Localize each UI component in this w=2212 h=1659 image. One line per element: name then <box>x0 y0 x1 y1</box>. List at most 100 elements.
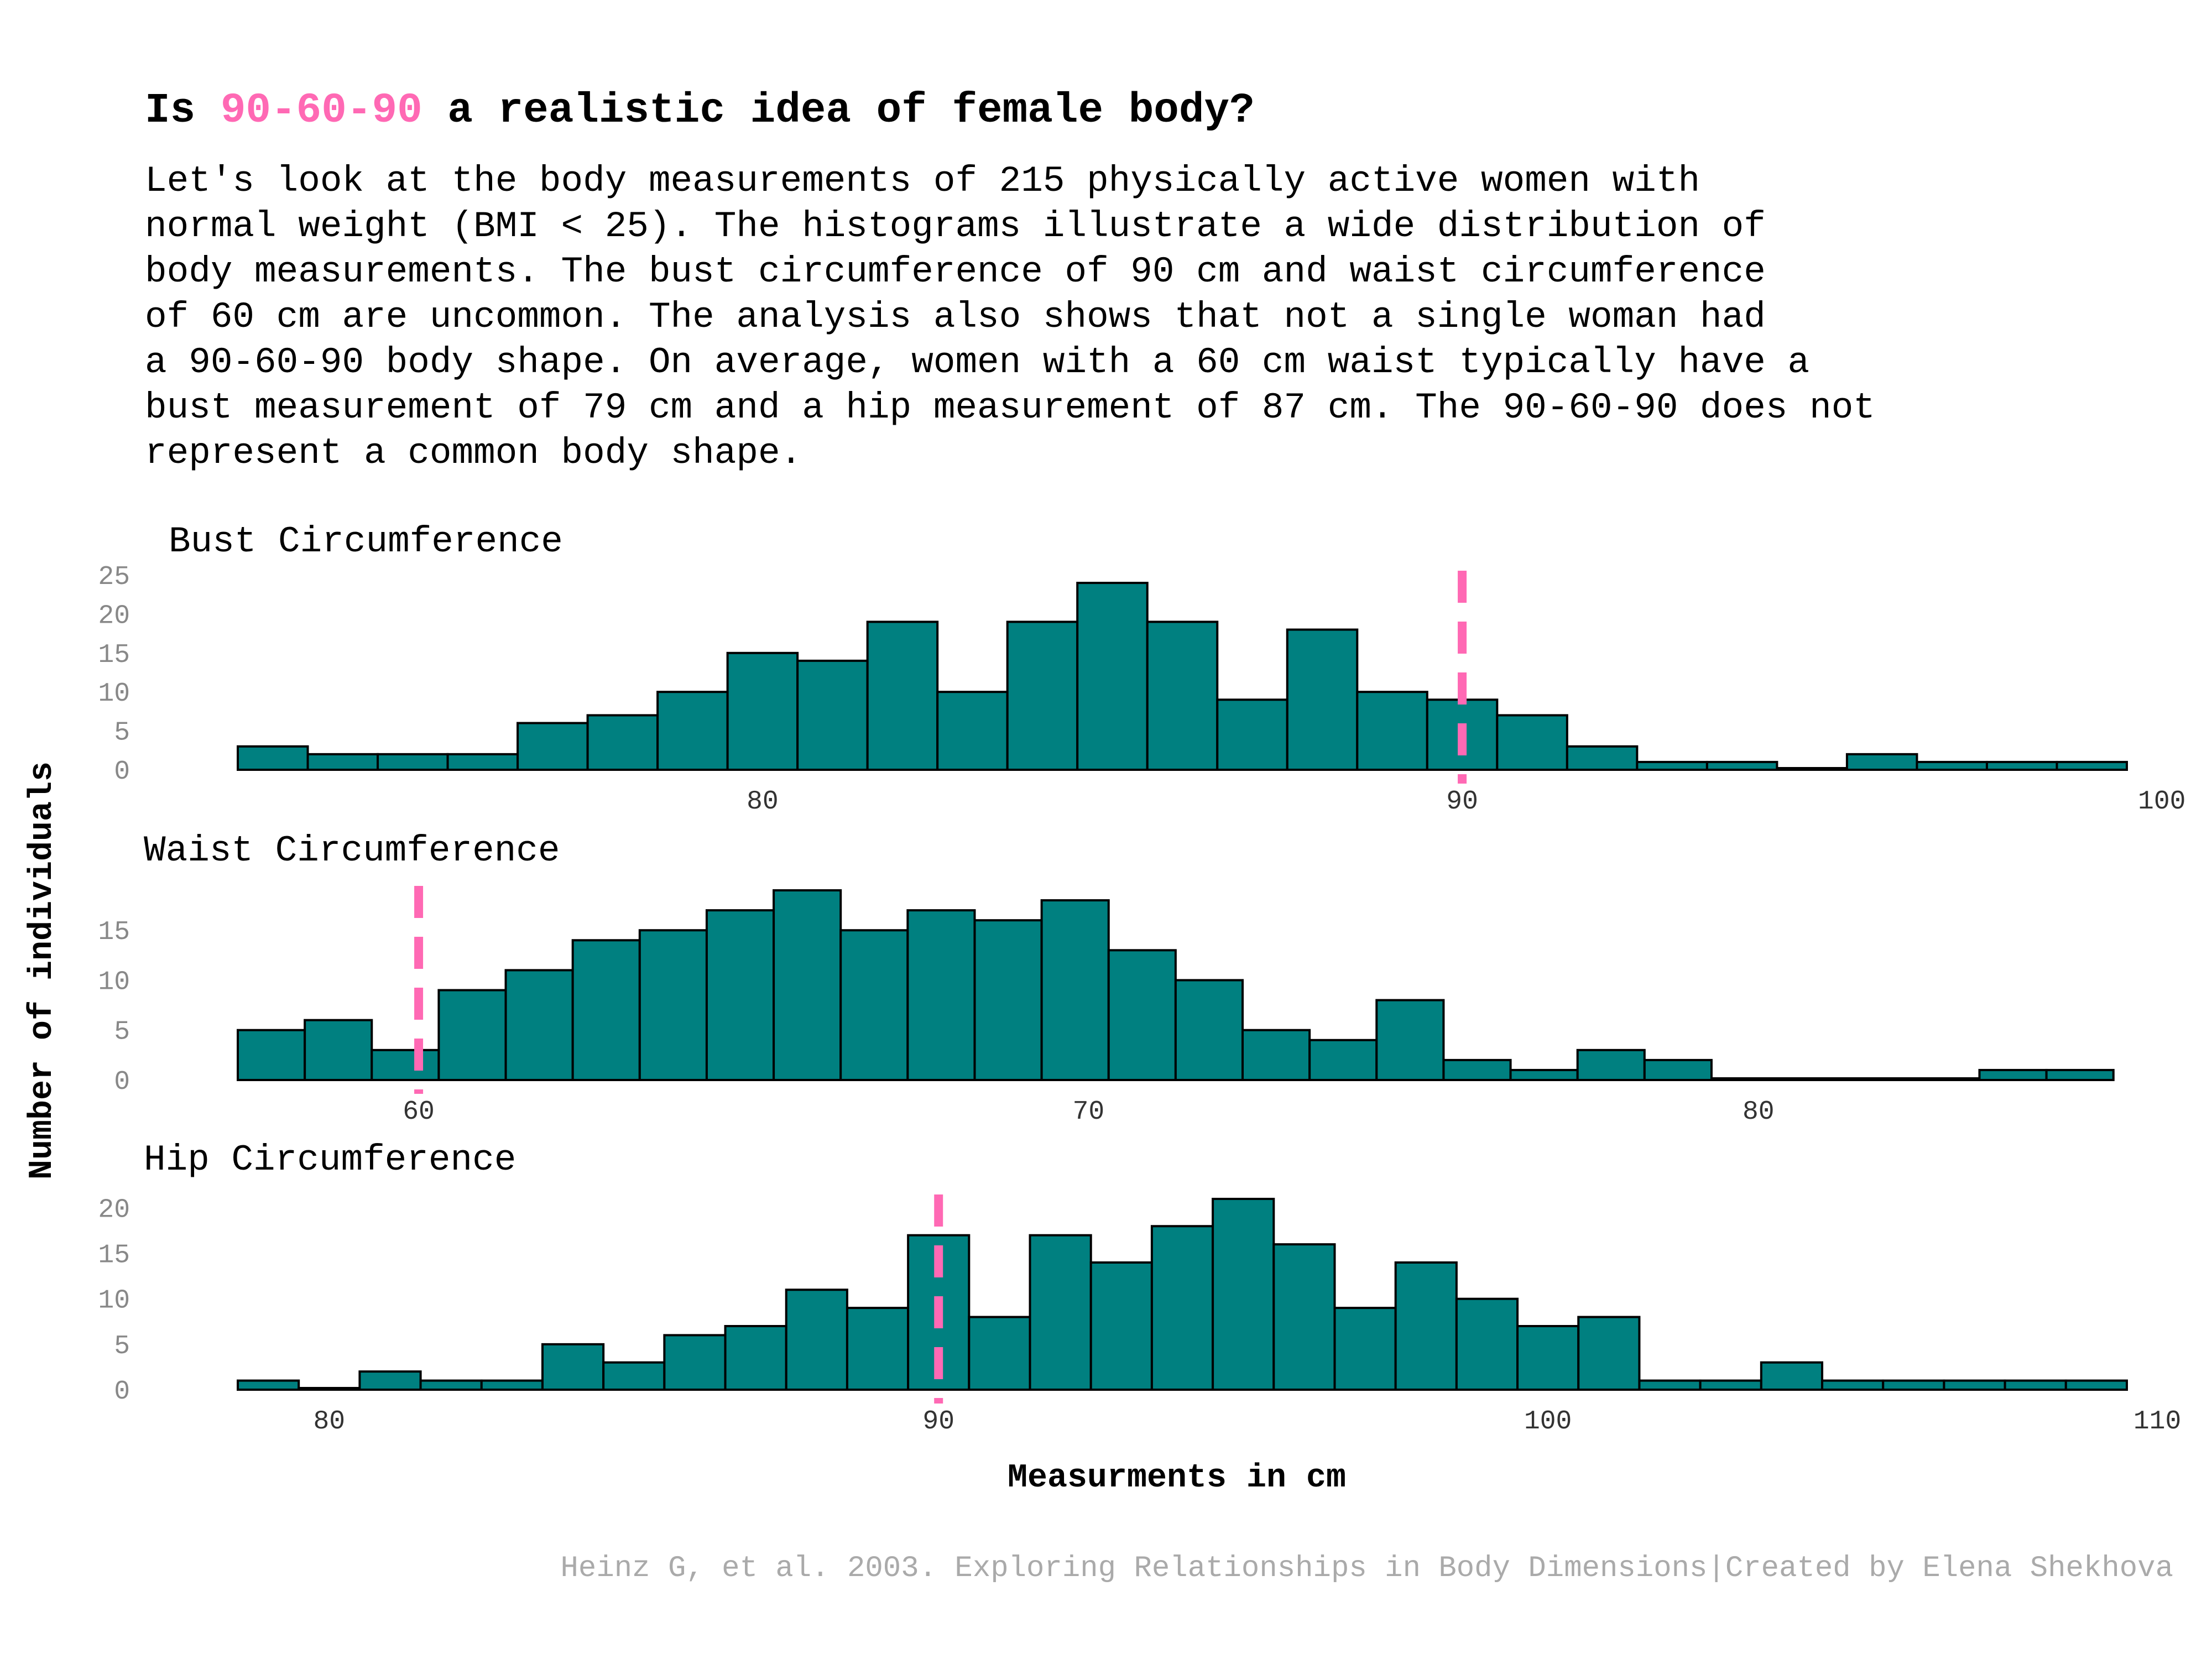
waist-histogram-bar <box>237 1029 306 1081</box>
bust-histogram-bar <box>377 753 449 771</box>
hip-histogram-bar <box>1760 1361 1824 1391</box>
bust-histogram-bar <box>1985 760 2058 771</box>
hip-x-tick-label: 80 <box>313 1407 345 1437</box>
bust-histogram-bar <box>1076 582 1149 771</box>
hip-histogram-bar <box>1455 1297 1519 1391</box>
waist-histogram-panel: Waist Circumference 0 5 10 15 60 70 80 <box>98 830 2115 1127</box>
waist-histogram-bar <box>705 909 775 1081</box>
source-caption: Heinz G, et al. 2003. Exploring Relation… <box>561 1552 2173 1585</box>
bust-panel-title: Bust Circumference <box>169 521 563 562</box>
bust-y-tick-label: 0 <box>114 757 130 787</box>
bust-histogram-bar <box>656 691 729 771</box>
waist-y-tick-label: 10 <box>98 967 130 997</box>
hip-histogram-bar <box>1821 1379 1885 1391</box>
hip-histogram-bar <box>298 1387 361 1391</box>
waist-histogram-bar <box>1978 1068 2048 1082</box>
waist-panel-title: Waist Circumference <box>144 830 560 872</box>
hip-histogram-bar <box>237 1379 300 1391</box>
bust-histogram-bar <box>726 651 799 771</box>
bust-histogram-bar <box>1566 745 1639 771</box>
waist-histogram-bar <box>504 969 574 1081</box>
waist-histogram-bar <box>839 929 909 1082</box>
waist-x-tick-label: 70 <box>1073 1097 1105 1127</box>
waist-y-tick-label: 5 <box>114 1018 130 1047</box>
hip-histogram-bar <box>1089 1261 1153 1391</box>
hip-y-tick-label: 20 <box>98 1195 130 1225</box>
waist-histogram-bar <box>1710 1077 1780 1081</box>
bust-histogram-bar <box>1916 760 1988 771</box>
waist-histogram-bar <box>1509 1068 1579 1082</box>
x-axis-label: Measurments in cm <box>1008 1459 1346 1497</box>
waist-y-tick-label: 15 <box>98 917 130 947</box>
bust-y-tick-label: 20 <box>98 601 130 631</box>
bust-histogram-bar <box>1356 691 1428 771</box>
chart-title: Is 90-60-90 a realistic idea of female b… <box>145 87 1255 134</box>
hip-histogram-bar <box>663 1334 727 1391</box>
bust-histogram-bar <box>1216 698 1288 771</box>
bust-histogram-bar <box>586 714 659 771</box>
y-axis-label: Number of individuals <box>24 761 61 1180</box>
hip-histogram-bar <box>785 1288 848 1391</box>
hip-histogram-bar <box>541 1343 605 1391</box>
hip-histogram-bar <box>1150 1225 1214 1391</box>
bust-histogram-bar <box>1286 628 1359 771</box>
hip-y-tick-label: 10 <box>98 1286 130 1316</box>
hip-histogram-bar <box>1272 1243 1336 1391</box>
bust-histogram-panel: Bust Circumference 0 5 10 15 20 25 80 90 100 <box>98 521 2185 817</box>
bust-histogram-bar <box>446 753 519 771</box>
waist-histogram-bar <box>973 919 1043 1081</box>
hip-histogram-bar <box>1212 1198 1275 1391</box>
subtitle-line: a 90-60-90 body shape. On average, women… <box>145 342 1809 383</box>
waist-histogram-bar <box>1911 1077 1981 1081</box>
hip-y-tick-label: 15 <box>98 1241 130 1271</box>
hip-histogram-bar <box>1577 1316 1641 1391</box>
waist-histogram-bar <box>1442 1058 1512 1082</box>
waist-x-tick-label: 60 <box>403 1097 435 1127</box>
hip-histogram-bar <box>602 1361 666 1391</box>
bust-histogram-bar <box>1636 760 1708 771</box>
bust-histogram-bar <box>1006 620 1079 771</box>
subtitle-line: Let's look at the body measurements of 2… <box>145 160 1700 202</box>
subtitle-line: body measurements. The bust circumferenc… <box>145 251 1766 293</box>
waist-histogram-bar <box>773 889 842 1081</box>
hip-histogram-bar <box>1943 1379 2006 1391</box>
bust-x-tick-label: 90 <box>1446 787 1478 817</box>
hip-y-tick-label: 0 <box>114 1377 130 1407</box>
hip-histogram-bar <box>358 1370 422 1391</box>
waist-histogram-bar <box>1375 999 1445 1082</box>
hip-panel-title: Hip Circumference <box>144 1139 516 1181</box>
waist-histogram-bar <box>371 1048 440 1082</box>
bust-histogram-bar <box>1146 620 1219 771</box>
waist-histogram-bar <box>304 1019 373 1081</box>
waist-histogram-bar <box>437 989 507 1082</box>
hip-histogram-bar <box>724 1325 787 1391</box>
hip-histogram-bar <box>2064 1379 2128 1391</box>
bust-x-tick-label: 80 <box>747 787 779 817</box>
hip-x-tick-label: 110 <box>2133 1407 2181 1437</box>
waist-histogram-bar <box>1643 1058 1713 1082</box>
bust-histogram-bar <box>1845 753 1918 771</box>
bust-histogram-bar <box>866 620 939 771</box>
hip-x-tick-label: 90 <box>922 1407 954 1437</box>
hip-histogram-bar <box>968 1316 1031 1391</box>
subtitle-line: normal weight (BMI < 25). The histograms… <box>145 206 1766 247</box>
hip-histogram-bar <box>1638 1379 1702 1391</box>
hip-y-tick-label: 5 <box>114 1332 130 1361</box>
hip-histogram-bar <box>480 1379 544 1391</box>
bust-histogram-bar <box>1776 767 1848 771</box>
bust-y-tick-label: 5 <box>114 718 130 748</box>
bust-histogram-bar <box>2056 760 2128 771</box>
bust-histogram-bar <box>237 745 309 771</box>
waist-histogram-bar <box>1174 979 1244 1081</box>
bust-x-tick-label: 100 <box>2138 787 2185 817</box>
hip-histogram-bar <box>846 1307 910 1391</box>
waist-histogram-bar <box>1777 1077 1847 1081</box>
hip-histogram-bar <box>1394 1261 1458 1391</box>
subtitle-line: represent a common body shape. <box>145 432 802 474</box>
waist-histogram-bar <box>1308 1039 1378 1081</box>
waist-histogram-bar <box>906 909 976 1081</box>
bust-histogram-bar <box>936 691 1009 771</box>
bust-histogram-bar <box>796 659 869 771</box>
hip-histogram-bar <box>1029 1234 1092 1391</box>
